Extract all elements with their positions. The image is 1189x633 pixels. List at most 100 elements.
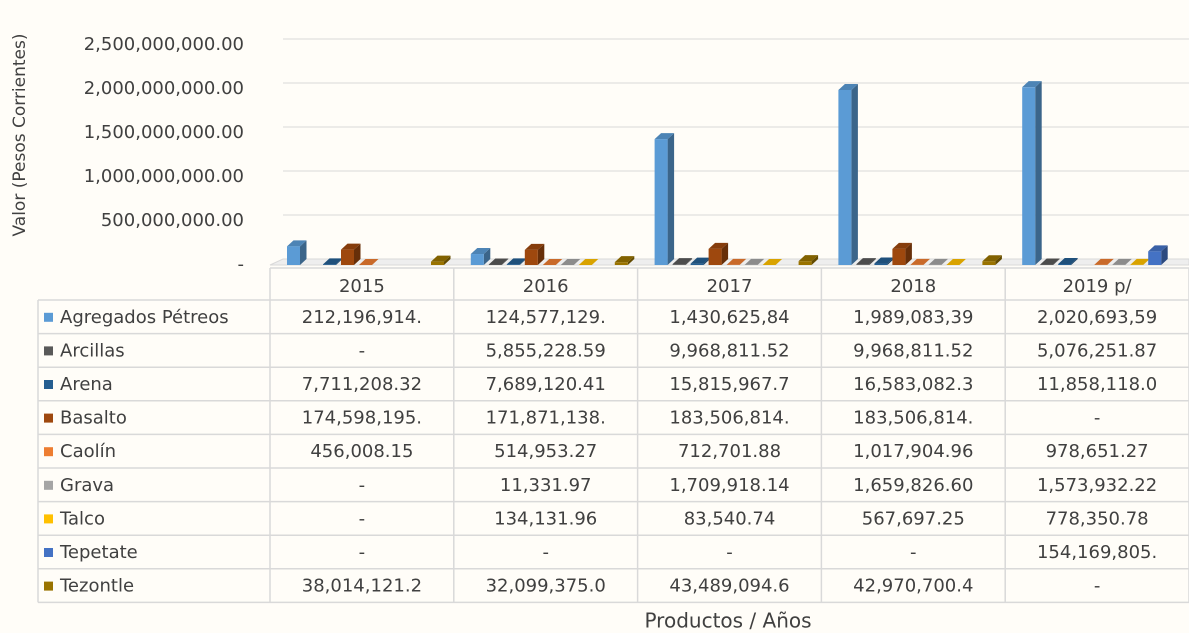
bar-side xyxy=(300,240,307,265)
bar xyxy=(838,89,852,265)
bar-side xyxy=(959,258,966,265)
bar xyxy=(431,261,444,265)
table-cell: 778,350.78 xyxy=(1046,508,1149,529)
legend-key xyxy=(44,380,53,389)
legend-label: Arena xyxy=(60,374,113,395)
bar xyxy=(323,264,336,265)
bar-side xyxy=(1071,257,1078,265)
table-cell: 212,196,914. xyxy=(302,307,422,328)
bar xyxy=(1148,251,1162,265)
bar xyxy=(488,264,502,265)
table-cell: 183,506,814. xyxy=(853,408,973,429)
table-cell: 43,489,094.6 xyxy=(669,576,789,597)
bar xyxy=(690,263,704,265)
bar-top xyxy=(1022,81,1042,88)
bar-top xyxy=(488,258,509,265)
bar-top xyxy=(672,258,693,265)
bar-top xyxy=(614,256,635,263)
table-cell: 5,855,228.59 xyxy=(486,340,606,361)
legend-key xyxy=(44,581,53,591)
table-cell: - xyxy=(542,542,549,563)
table-cell: 456,008.15 xyxy=(310,441,413,462)
table-cell: 15,815,967.7 xyxy=(669,374,789,395)
legend-label: Grava xyxy=(60,475,114,496)
bar-side xyxy=(1107,258,1114,265)
legend-label: Tezontle xyxy=(59,576,134,597)
legend-label: Talco xyxy=(59,508,105,529)
table-cell: - xyxy=(359,340,366,361)
x-axis-label: Productos / Años xyxy=(644,609,811,633)
bar-top xyxy=(359,258,379,265)
bar-top xyxy=(690,257,711,264)
bar-side xyxy=(354,243,361,265)
table-cell: 38,014,121.2 xyxy=(302,576,422,597)
y-tick-label: - xyxy=(238,254,245,275)
table-cell: 1,573,932.22 xyxy=(1037,475,1157,496)
legend-key xyxy=(44,480,53,490)
x-tick-label: 2017 xyxy=(707,276,753,297)
table-cell: 124,577,129. xyxy=(486,307,606,328)
table-cell: 83,540.74 xyxy=(684,508,776,529)
bar-side xyxy=(685,258,693,265)
bar-side xyxy=(483,248,491,265)
legend-label: Tepetate xyxy=(59,542,138,563)
bar-side xyxy=(667,133,675,265)
bar-top xyxy=(744,258,765,265)
table-cell: 16,583,082.3 xyxy=(853,374,973,395)
table-cell: - xyxy=(359,542,366,563)
table-cell: 7,689,120.41 xyxy=(486,374,606,395)
bar xyxy=(874,263,888,265)
x-tick-label: 2019 p/ xyxy=(1063,276,1133,297)
bar-side xyxy=(703,257,711,265)
table-cell: - xyxy=(359,508,366,529)
table-cell: 11,331.97 xyxy=(500,475,592,496)
bar-side xyxy=(775,258,783,265)
bar-side xyxy=(555,258,563,265)
bar-top xyxy=(654,133,675,140)
table-cell: 1,017,904.96 xyxy=(853,441,973,462)
bar-side xyxy=(923,258,930,265)
bar-side xyxy=(1125,258,1132,265)
bar-top xyxy=(1148,245,1168,252)
bar-top xyxy=(542,258,563,265)
table-cell: - xyxy=(359,475,366,496)
bar-top xyxy=(578,258,599,265)
bar-top xyxy=(762,258,783,265)
bar-top xyxy=(838,83,858,90)
bar-side xyxy=(869,258,876,265)
y-tick-label: 1,500,000,000.00 xyxy=(84,122,244,143)
table-cell: 154,169,805. xyxy=(1037,542,1157,563)
bar xyxy=(470,254,484,265)
bar-side xyxy=(851,83,858,265)
bar-top xyxy=(910,258,930,265)
table-cell: 1,659,826.60 xyxy=(853,475,973,496)
bar xyxy=(1058,263,1072,265)
table-cell: 134,131.96 xyxy=(494,508,597,529)
bar-top xyxy=(1112,258,1132,265)
y-tick-label: 1,000,000,000.00 xyxy=(84,166,244,187)
bar-top xyxy=(946,258,966,265)
table-cell: 171,871,138. xyxy=(486,408,606,429)
legend-key xyxy=(44,514,53,524)
table-cell: 567,697.25 xyxy=(862,508,965,529)
y-axis-label: Valor (Pesos Corrientes) xyxy=(10,33,30,236)
table-cell: - xyxy=(726,542,733,563)
bar-top xyxy=(1058,257,1078,264)
bar-side xyxy=(537,243,545,265)
bar xyxy=(287,246,300,265)
bar-side xyxy=(905,242,912,265)
bar-side xyxy=(519,258,527,265)
table-cell: 514,953.27 xyxy=(494,441,597,462)
bar-top xyxy=(560,258,581,265)
table-cell: 1,709,918.14 xyxy=(669,475,789,496)
bar-side xyxy=(591,258,599,265)
bar-side xyxy=(444,255,451,265)
bar-side xyxy=(501,258,509,265)
bar-side xyxy=(721,242,729,265)
y-tick-label: 2,000,000,000.00 xyxy=(84,78,244,99)
x-tick-label: 2016 xyxy=(523,276,569,297)
bar-side xyxy=(372,258,379,265)
bar xyxy=(856,264,870,265)
bar-top xyxy=(1094,258,1114,265)
bar-side xyxy=(757,258,765,265)
